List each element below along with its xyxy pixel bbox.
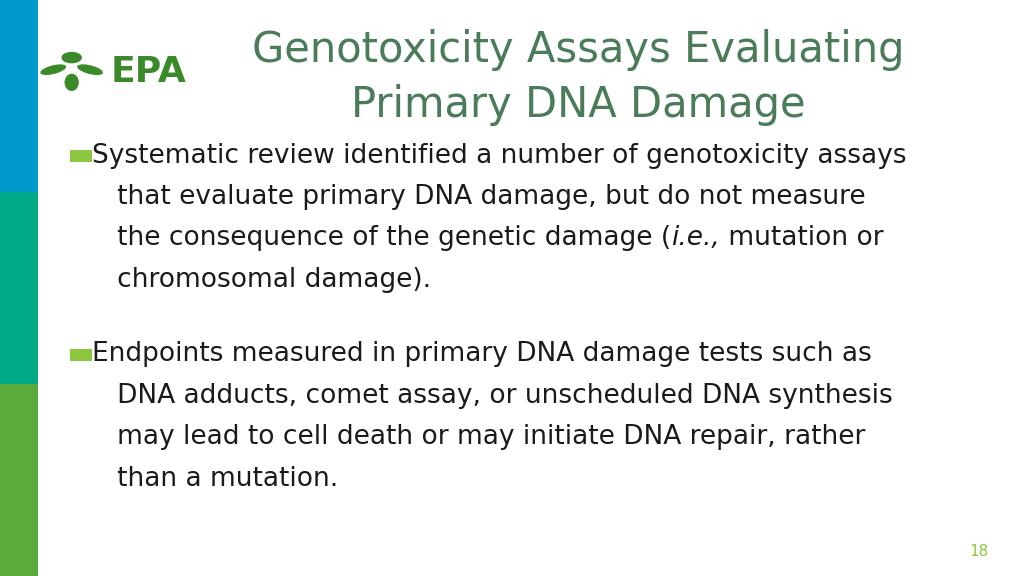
Text: Genotoxicity Assays Evaluating
Primary DNA Damage: Genotoxicity Assays Evaluating Primary D… <box>252 29 905 126</box>
Circle shape <box>61 52 82 63</box>
Ellipse shape <box>40 65 67 75</box>
Text: chromosomal damage).: chromosomal damage). <box>92 267 431 293</box>
Text: Endpoints measured in primary DNA damage tests such as: Endpoints measured in primary DNA damage… <box>92 341 871 367</box>
Text: Systematic review identified a number of genotoxicity assays: Systematic review identified a number of… <box>92 142 906 169</box>
Bar <box>70 150 92 162</box>
Text: that evaluate primary DNA damage, but do not measure: that evaluate primary DNA damage, but do… <box>92 184 865 210</box>
Ellipse shape <box>65 74 79 91</box>
Bar <box>0 384 38 576</box>
Text: may lead to cell death or may initiate DNA repair, rather: may lead to cell death or may initiate D… <box>92 424 865 450</box>
Text: the consequence of the genetic damage (: the consequence of the genetic damage ( <box>92 225 672 252</box>
Text: 18: 18 <box>969 544 988 559</box>
Text: than a mutation.: than a mutation. <box>92 465 338 492</box>
Text: EPA: EPA <box>111 55 186 89</box>
Text: i.e.,: i.e., <box>672 225 720 252</box>
Bar <box>0 192 38 384</box>
Text: DNA adducts, comet assay, or unscheduled DNA synthesis: DNA adducts, comet assay, or unscheduled… <box>92 382 893 409</box>
Text: mutation or: mutation or <box>720 225 884 252</box>
Bar <box>70 348 92 361</box>
Bar <box>0 0 38 192</box>
Ellipse shape <box>77 65 103 75</box>
